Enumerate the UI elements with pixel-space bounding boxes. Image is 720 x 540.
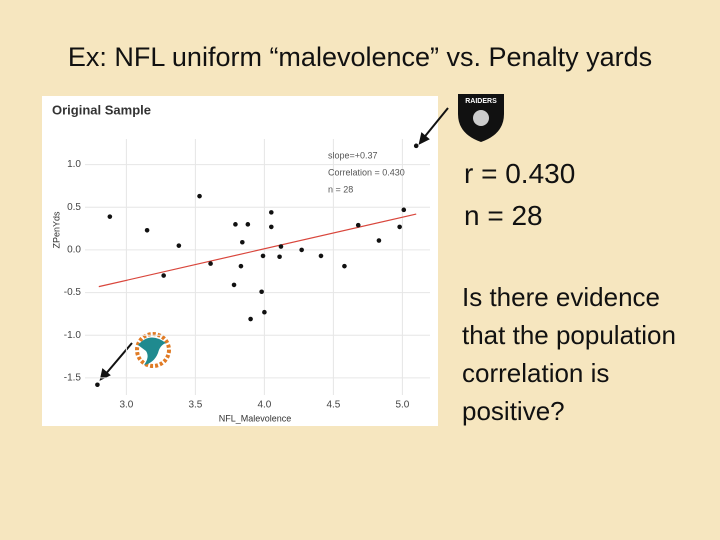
x-tick-label: 4.5: [326, 400, 340, 411]
point: [318, 253, 324, 259]
point: [107, 214, 113, 219]
raiders-logo: RAIDERS: [458, 94, 504, 142]
y-tick-label: -1.5: [64, 373, 82, 384]
point: [342, 263, 347, 269]
point: [262, 309, 267, 315]
point: [260, 253, 266, 259]
point: [299, 247, 304, 253]
x-axis-label: NFL_Malevolence: [219, 413, 292, 423]
point: [208, 261, 213, 266]
point: [161, 273, 166, 278]
annotation: n = 28: [328, 184, 353, 194]
point: [231, 282, 237, 288]
chart-title: Original Sample: [52, 102, 151, 117]
annotation: Correlation = 0.430: [328, 167, 405, 177]
y-tick-label: 1.0: [67, 159, 81, 170]
point: [233, 222, 238, 227]
point: [355, 222, 361, 228]
point: [269, 224, 274, 230]
stat: n = 28: [464, 200, 543, 231]
x-tick-label: 3.0: [119, 400, 133, 411]
point: [397, 224, 402, 230]
point: [144, 228, 150, 233]
logo-text: RAIDERS: [465, 98, 497, 105]
point: [413, 143, 419, 149]
point: [240, 239, 245, 245]
y-axis-label: ZPenYds: [51, 211, 61, 249]
point: [238, 263, 244, 269]
y-tick-label: -1.0: [64, 330, 82, 341]
trendline: [98, 213, 417, 288]
slide-title: Ex: NFL uniform “malevolence” vs. Penalt…: [67, 42, 653, 72]
x-tick-label: 5.0: [395, 400, 409, 411]
point: [278, 244, 284, 249]
point: [176, 243, 182, 248]
stat: r = 0.430: [464, 158, 576, 189]
dolphins-logo: [135, 332, 171, 368]
annotation: slope=+0.37: [328, 150, 378, 160]
point: [95, 382, 100, 388]
x-tick-label: 4.0: [257, 400, 271, 411]
y-tick-label: 0.0: [67, 245, 81, 256]
point: [248, 316, 253, 322]
point: [259, 289, 264, 295]
y-tick-label: 0.5: [67, 202, 81, 213]
point: [401, 207, 407, 213]
y-tick-label: -0.5: [64, 287, 82, 298]
point: [277, 254, 282, 260]
point: [245, 222, 251, 227]
point: [197, 193, 202, 199]
arrows: [99, 107, 449, 381]
point: [376, 238, 382, 243]
point: [269, 210, 274, 215]
question: Is there evidence that the population co…: [462, 282, 676, 426]
x-tick-label: 3.5: [188, 400, 202, 411]
